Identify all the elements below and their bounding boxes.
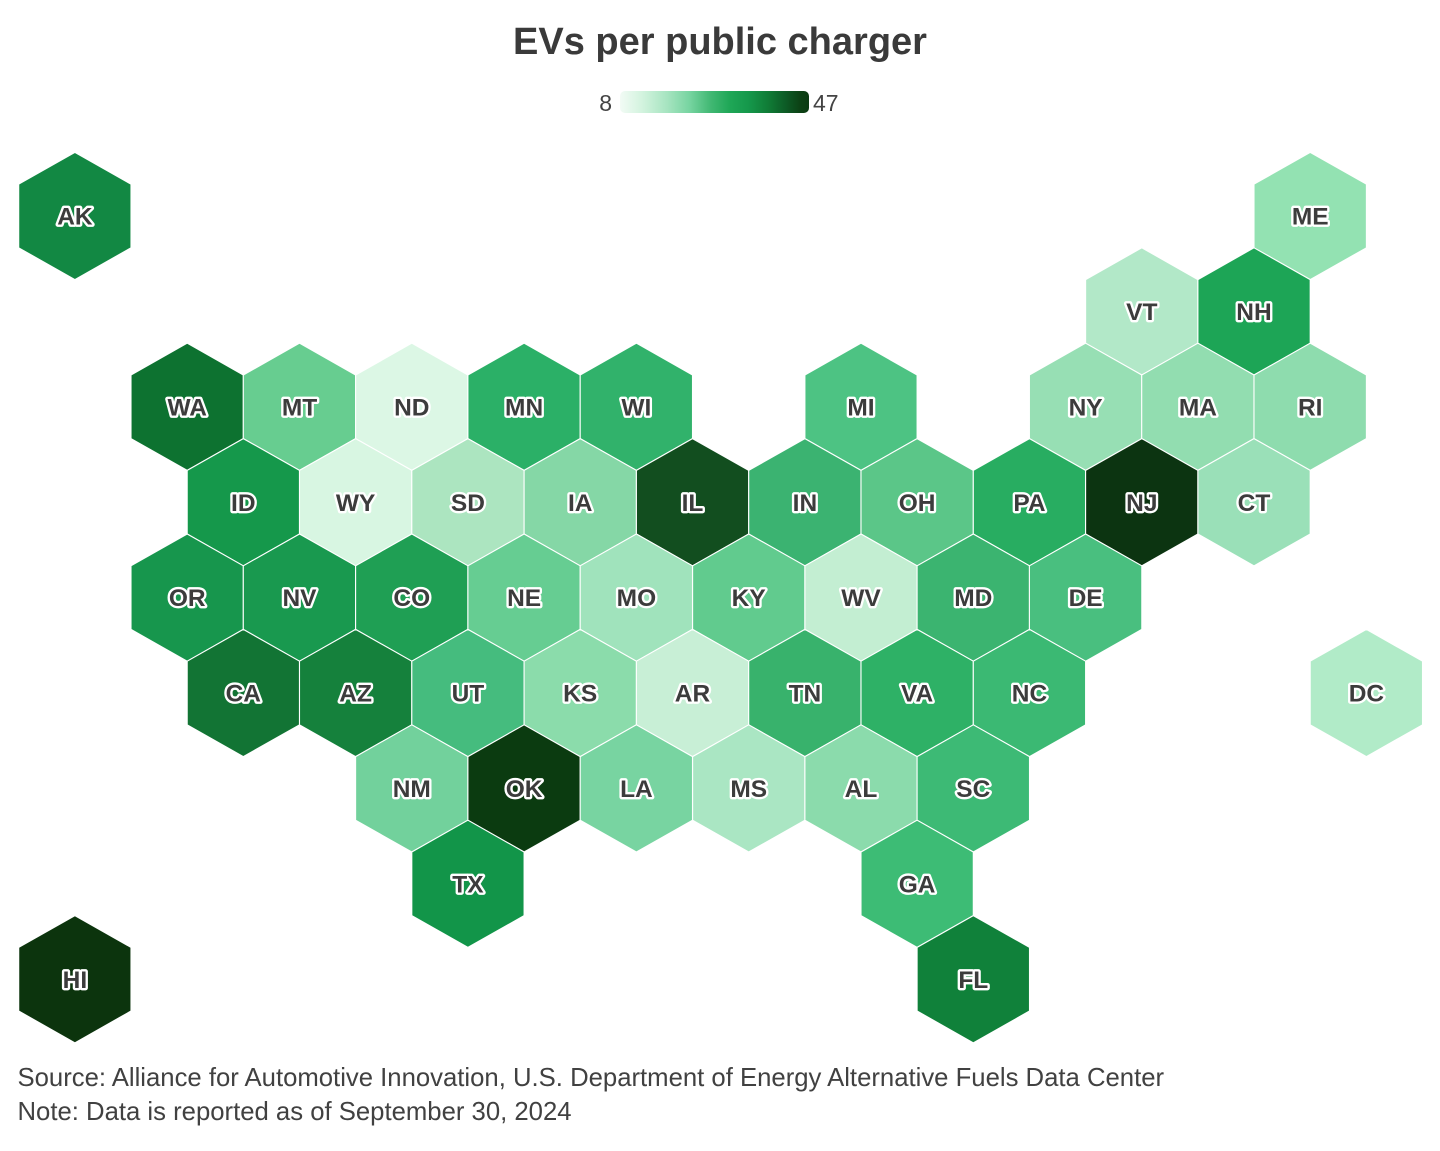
svg-text:GA: GA <box>899 871 936 898</box>
svg-text:CO: CO <box>393 585 430 612</box>
svg-text:MN: MN <box>505 394 543 421</box>
svg-text:OR: OR <box>169 585 206 612</box>
svg-text:IN: IN <box>793 490 818 517</box>
svg-text:ID: ID <box>231 490 256 517</box>
svg-text:OK: OK <box>506 776 543 803</box>
svg-text:ND: ND <box>394 394 429 421</box>
svg-text:UT: UT <box>452 681 485 708</box>
svg-text:MT: MT <box>282 394 317 421</box>
svg-text:NE: NE <box>507 585 541 612</box>
svg-text:LA: LA <box>620 776 653 803</box>
svg-text:IL: IL <box>682 490 704 517</box>
svg-text:NM: NM <box>393 776 431 803</box>
svg-text:Source: Alliance for Automotiv: Source: Alliance for Automotive Innovati… <box>18 1064 1165 1092</box>
svg-text:MA: MA <box>1179 394 1217 421</box>
svg-text:NV: NV <box>282 585 317 612</box>
svg-text:AR: AR <box>675 681 711 708</box>
svg-text:TN: TN <box>789 681 822 708</box>
svg-text:ME: ME <box>1292 204 1329 231</box>
svg-text:EVs per public charger: EVs per public charger <box>513 21 927 63</box>
svg-text:8: 8 <box>599 90 612 116</box>
svg-text:MD: MD <box>954 585 992 612</box>
svg-text:NC: NC <box>1012 681 1048 708</box>
svg-text:TX: TX <box>452 871 484 898</box>
svg-text:CT: CT <box>1238 490 1271 517</box>
svg-text:IA: IA <box>568 490 593 517</box>
svg-text:KY: KY <box>732 585 766 612</box>
svg-text:NY: NY <box>1069 394 1103 421</box>
svg-text:WV: WV <box>841 585 881 612</box>
svg-text:MS: MS <box>730 776 767 803</box>
svg-text:DE: DE <box>1069 585 1103 612</box>
svg-text:AK: AK <box>57 204 93 231</box>
svg-text:VA: VA <box>901 681 934 708</box>
svg-text:NJ: NJ <box>1126 490 1157 517</box>
svg-text:OH: OH <box>899 490 936 517</box>
svg-text:CA: CA <box>226 681 262 708</box>
svg-text:RI: RI <box>1298 394 1323 421</box>
svg-text:VT: VT <box>1126 299 1157 326</box>
svg-text:PA: PA <box>1013 490 1046 517</box>
svg-text:AZ: AZ <box>339 681 372 708</box>
svg-text:DC: DC <box>1349 681 1385 708</box>
svg-text:MO: MO <box>617 585 656 612</box>
svg-text:SD: SD <box>451 490 485 517</box>
svg-text:WI: WI <box>621 394 651 421</box>
svg-text:47: 47 <box>813 90 839 116</box>
svg-text:NH: NH <box>1236 299 1271 326</box>
svg-text:KS: KS <box>563 681 597 708</box>
svg-text:FL: FL <box>958 967 988 994</box>
svg-text:WY: WY <box>336 490 375 517</box>
svg-text:SC: SC <box>956 776 990 803</box>
svg-text:MI: MI <box>847 394 874 421</box>
svg-text:Note: Data is reported as of S: Note: Data is reported as of September 3… <box>18 1098 572 1126</box>
svg-text:AL: AL <box>845 776 878 803</box>
svg-text:HI: HI <box>63 967 88 994</box>
svg-text:WA: WA <box>167 394 207 421</box>
